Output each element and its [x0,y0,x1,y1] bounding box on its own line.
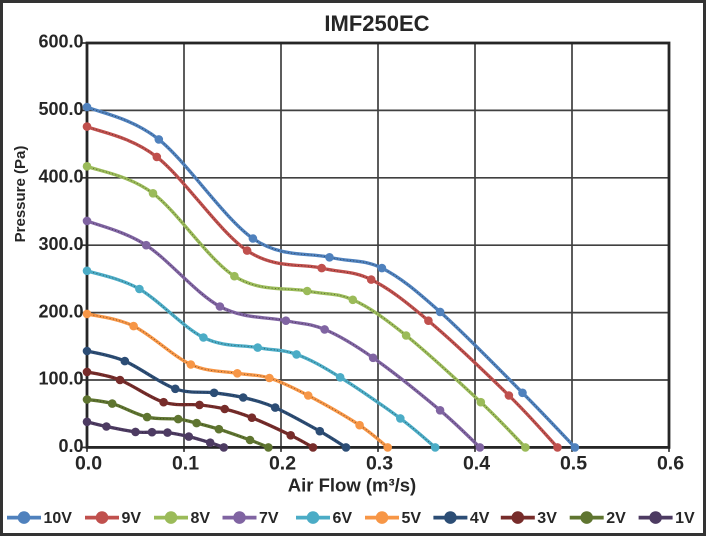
svg-text:0.5: 0.5 [560,453,587,475]
svg-text:9V: 9V [122,510,142,527]
svg-text:0.0: 0.0 [75,453,102,475]
svg-text:500.0: 500.0 [38,99,83,119]
svg-text:2V: 2V [606,510,626,527]
svg-text:200.0: 200.0 [38,301,83,321]
svg-text:6V: 6V [333,510,353,527]
svg-text:8V: 8V [191,510,211,527]
svg-text:0.6: 0.6 [657,453,684,475]
svg-text:0.2: 0.2 [269,453,296,475]
svg-text:300.0: 300.0 [38,234,83,254]
svg-text:0.3: 0.3 [366,453,393,475]
svg-text:0.1: 0.1 [172,453,199,475]
svg-text:1V: 1V [675,510,695,527]
svg-text:400.0: 400.0 [38,167,83,187]
svg-text:0.4: 0.4 [463,453,490,475]
svg-text:10V: 10V [44,510,73,527]
svg-text:Air Flow (m³/s): Air Flow (m³/s) [288,475,416,496]
svg-text:100.0: 100.0 [38,369,83,389]
svg-text:5V: 5V [402,510,422,527]
svg-text:3V: 3V [537,510,557,527]
svg-text:600.0: 600.0 [38,32,83,52]
svg-text:7V: 7V [259,510,279,527]
svg-text:Pressure (Pa): Pressure (Pa) [12,146,29,243]
svg-text:4V: 4V [470,510,490,527]
svg-text:0.0: 0.0 [58,436,83,456]
svg-text:IMF250EC: IMF250EC [324,11,429,36]
